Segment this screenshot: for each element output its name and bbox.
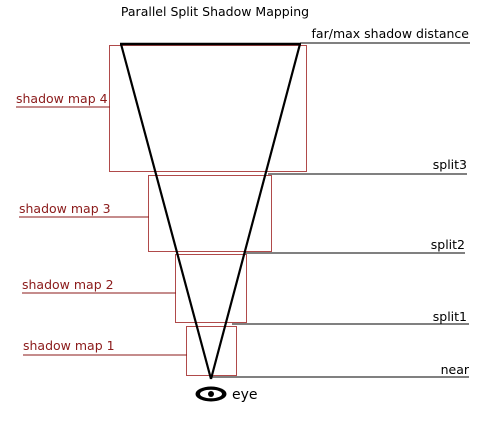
shadow-map-3-label: shadow map 3: [19, 201, 111, 216]
eye-label: eye: [232, 387, 258, 403]
shadow-map-2-label: shadow map 2: [22, 277, 114, 292]
eye-icon: [195, 386, 227, 402]
shadow-map-2-box: [175, 254, 247, 323]
split3-plane-label: split3: [433, 157, 467, 172]
near-plane-label: near: [441, 362, 470, 377]
split2-plane-label: split2: [431, 237, 465, 252]
shadow-map-4-label: shadow map 4: [16, 91, 108, 106]
shadow-map-4-box: [109, 45, 307, 172]
far-plane-label: far/max shadow distance: [312, 26, 470, 41]
shadow-map-1-box: [186, 326, 237, 376]
shadow-map-1-label: shadow map 1: [23, 338, 115, 353]
split1-plane-label: split1: [433, 309, 467, 324]
frustum-right-edge: [209, 43, 302, 380]
diagram-title: Parallel Split Shadow Mapping: [121, 4, 309, 19]
shadow-map-3-box: [148, 175, 272, 252]
frustum-left-edge: [119, 43, 213, 380]
